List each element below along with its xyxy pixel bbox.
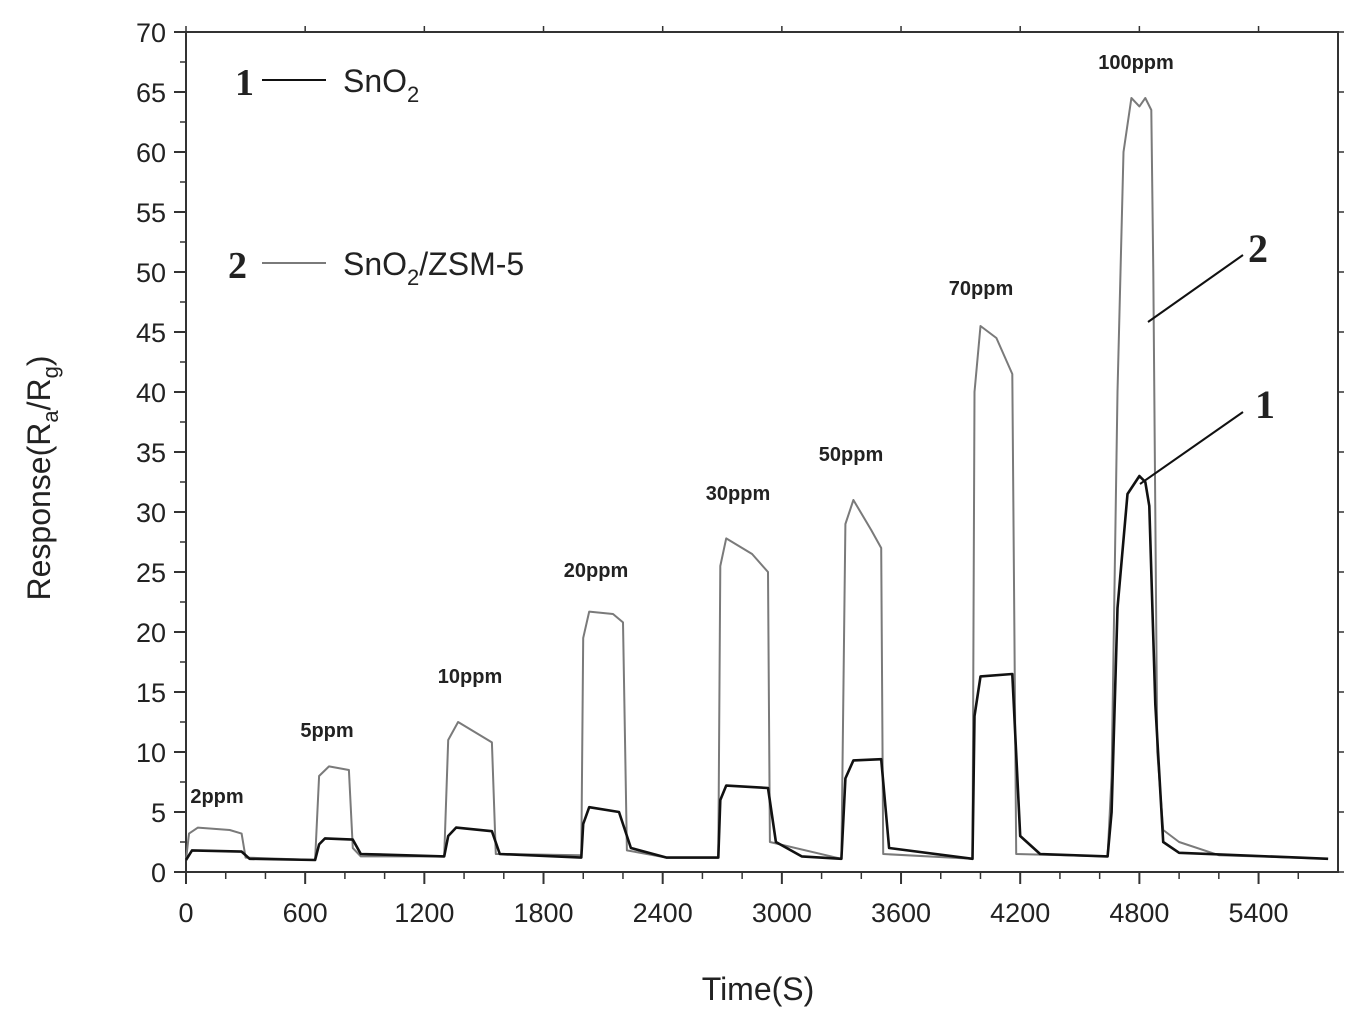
y-tick-label: 15: [136, 678, 166, 708]
concentration-labels: 2ppm 5ppm 10ppm 20ppm 30ppm 50ppm 70ppm 100ppm: [190, 52, 1173, 808]
x-tick-label: 1800: [513, 898, 573, 928]
x-tick-label: 3000: [752, 898, 812, 928]
y-tick-label: 20: [136, 618, 166, 648]
callout-1-number: 1: [1255, 382, 1275, 427]
y-tick-label: 65: [136, 78, 166, 108]
concentration-label: 20ppm: [564, 560, 628, 582]
y-tick-label: 45: [136, 318, 166, 348]
x-tick-label: 3600: [871, 898, 931, 928]
y-tick-label: 55: [136, 198, 166, 228]
concentration-label: 2ppm: [190, 786, 243, 808]
x-tick-label: 1200: [394, 898, 454, 928]
x-axis-title: Time(S): [702, 971, 815, 1007]
x-tick-label: 2400: [633, 898, 693, 928]
y-tick-label: 70: [136, 18, 166, 48]
concentration-label: 30ppm: [706, 483, 770, 505]
y-axis-title: Response(Ra/Rg): [21, 355, 63, 600]
callout-2-leader: [1147, 254, 1244, 323]
concentration-label: 100ppm: [1098, 52, 1174, 74]
legend-2-number: 2: [228, 245, 247, 287]
x-tick-label: 0: [178, 898, 193, 928]
series-line-1: [184, 474, 1329, 862]
y-tick-label: 10: [136, 738, 166, 768]
concentration-label: 5ppm: [300, 720, 353, 742]
series-line-2: [185, 97, 1329, 861]
legend-1-number: 1: [235, 62, 254, 104]
x-tick-label: 4200: [990, 898, 1050, 928]
callout-1-leader: [1139, 411, 1244, 485]
x-tick-label: 4800: [1109, 898, 1169, 928]
y-tick-label: 60: [136, 138, 166, 168]
y-tick-label: 50: [136, 258, 166, 288]
y-tick-label: 5: [151, 798, 166, 828]
y-tick-label: 40: [136, 378, 166, 408]
legend-2-label: SnO2/ZSM-5: [343, 246, 524, 290]
legend-1-label: SnO2: [343, 63, 419, 107]
x-axis: 0 600 1200 1800 2400 3000 3600 4200 4800 5400: [178, 26, 1300, 928]
y-tick-label: 30: [136, 498, 166, 528]
concentration-label: 10ppm: [438, 666, 502, 688]
series-lines: [184, 97, 1329, 862]
callouts: 2 1: [1139, 226, 1275, 485]
y-tick-label: 0: [151, 858, 166, 888]
concentration-label: 50ppm: [819, 444, 883, 466]
x-tick-label: 5400: [1229, 898, 1289, 928]
y-tick-label: 35: [136, 438, 166, 468]
plot-frame: [185, 31, 1339, 873]
callout-2-number: 2: [1248, 226, 1268, 271]
legend: 1 SnO2 2 SnO2/ZSM-5: [228, 62, 524, 290]
concentration-label: 70ppm: [949, 278, 1013, 300]
y-axis: 0 5 10 15 20 25 30 35 40 45 50 55 60 65 70: [136, 18, 1344, 888]
x-tick-label: 600: [283, 898, 328, 928]
y-tick-label: 25: [136, 558, 166, 588]
